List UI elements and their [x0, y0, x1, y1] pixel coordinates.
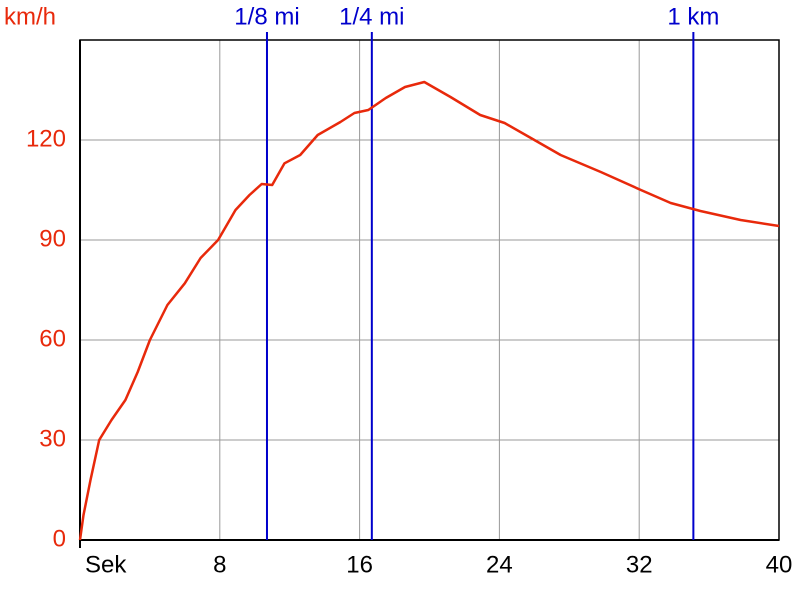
y-tick-label: 30: [39, 425, 66, 452]
x-tick-label: 32: [626, 551, 653, 578]
speed-line: [78, 80, 780, 541]
y-tick-label: 60: [39, 325, 66, 352]
distance-marker-label: 1/4 mi: [339, 3, 404, 30]
y-tick-label: 0: [53, 525, 66, 552]
distance-marker-label: 1/8 mi: [234, 3, 299, 30]
y-axis-label: km/h: [4, 3, 56, 30]
y-tick-label: 120: [26, 125, 66, 152]
x-tick-label: 40: [766, 551, 793, 578]
y-tick-label: 90: [39, 225, 66, 252]
x-tick-label: 16: [346, 551, 373, 578]
x-tick-label: 24: [486, 551, 513, 578]
plot-border: [79, 39, 780, 541]
distance-marker-label: 1 km: [667, 3, 719, 30]
x-tick-label: Sek: [85, 551, 127, 578]
x-tick-label: 8: [213, 551, 226, 578]
